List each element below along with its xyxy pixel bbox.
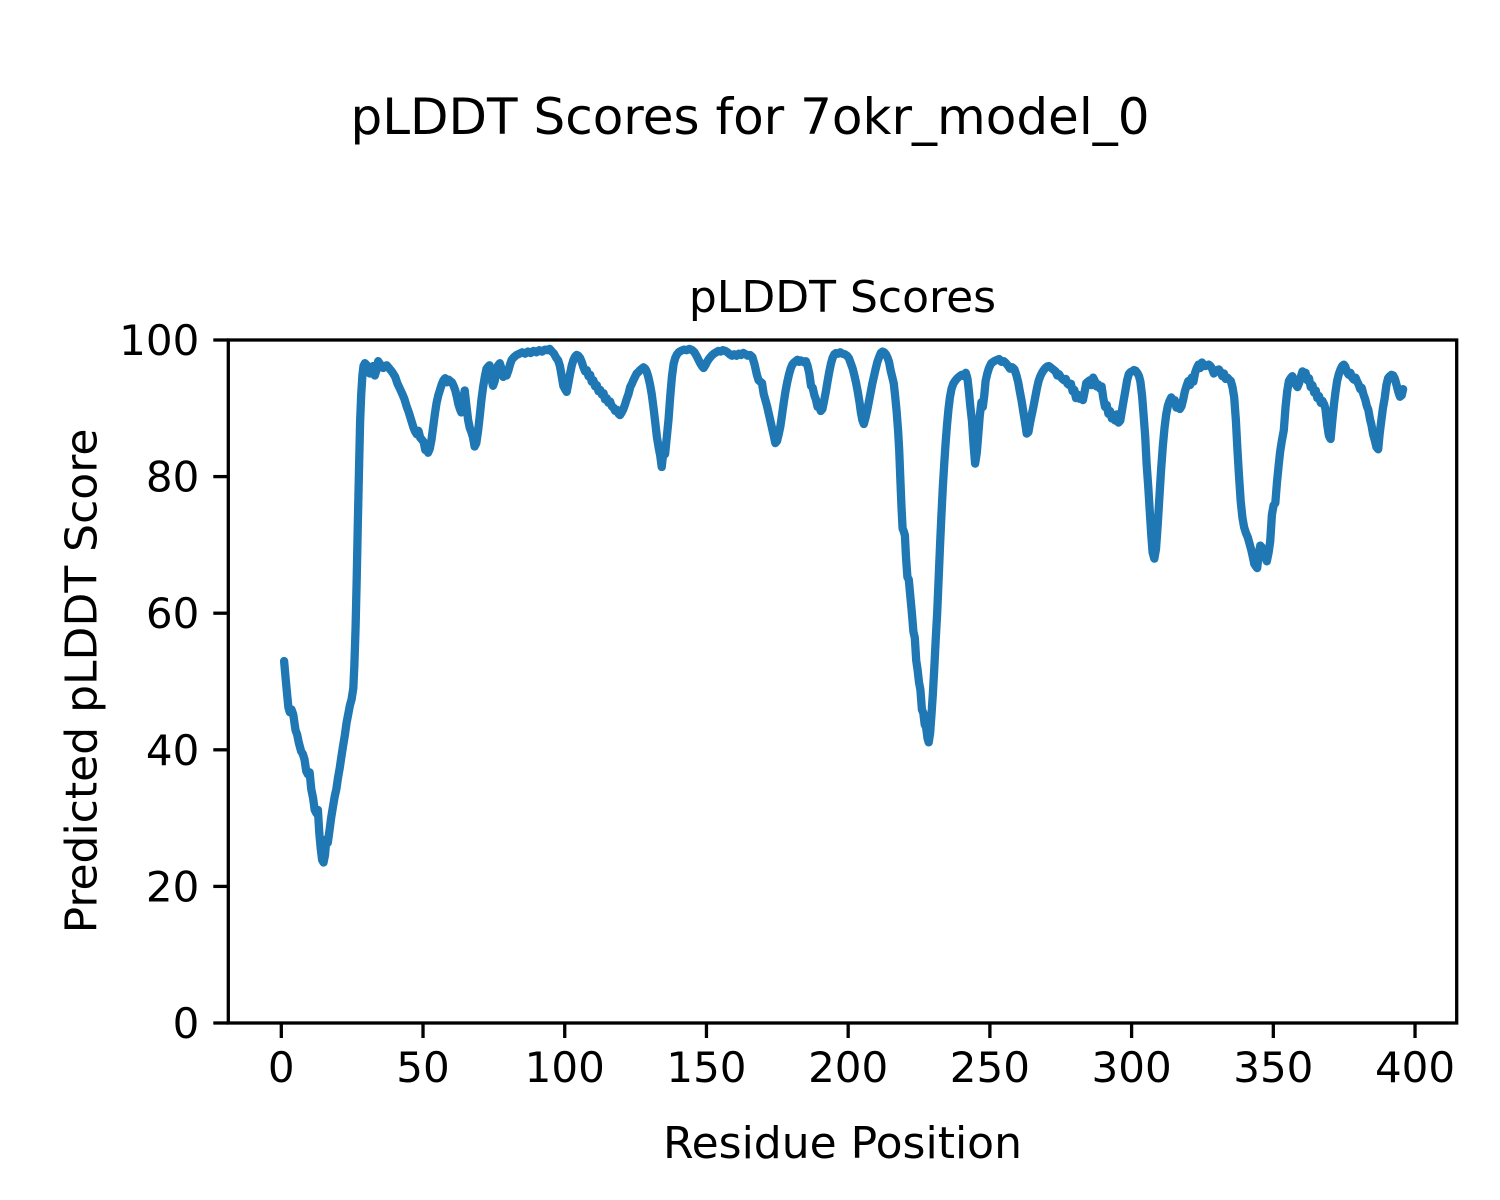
x-tick-label: 400: [1375, 1043, 1455, 1092]
y-tick-label: 0: [173, 999, 200, 1048]
x-tick-label: 300: [1092, 1043, 1172, 1092]
y-axis-label: Predicted pLDDT Score: [56, 428, 108, 934]
figure-title: pLDDT Scores for 7okr_model_0: [350, 88, 1150, 146]
x-tick-label: 0: [268, 1043, 295, 1092]
x-tick-label: 250: [950, 1043, 1030, 1092]
x-tick-label: 350: [1233, 1043, 1313, 1092]
x-tick-label: 100: [525, 1043, 605, 1092]
x-tick-label: 150: [666, 1043, 746, 1092]
y-tick-label: 60: [146, 589, 199, 638]
axes-spines: [226, 338, 1459, 1025]
axes-title: pLDDT Scores: [688, 272, 997, 323]
x-tick-label: 200: [808, 1043, 888, 1092]
y-tick-label: 20: [146, 862, 199, 911]
x-axis-label: Residue Position: [662, 1118, 1022, 1169]
y-tick-label: 80: [146, 453, 199, 502]
plddt-series-line: [279, 344, 1408, 867]
x-tick-label: 50: [396, 1043, 449, 1092]
y-tick-label: 100: [119, 316, 199, 365]
y-tick-label: 40: [146, 726, 199, 775]
